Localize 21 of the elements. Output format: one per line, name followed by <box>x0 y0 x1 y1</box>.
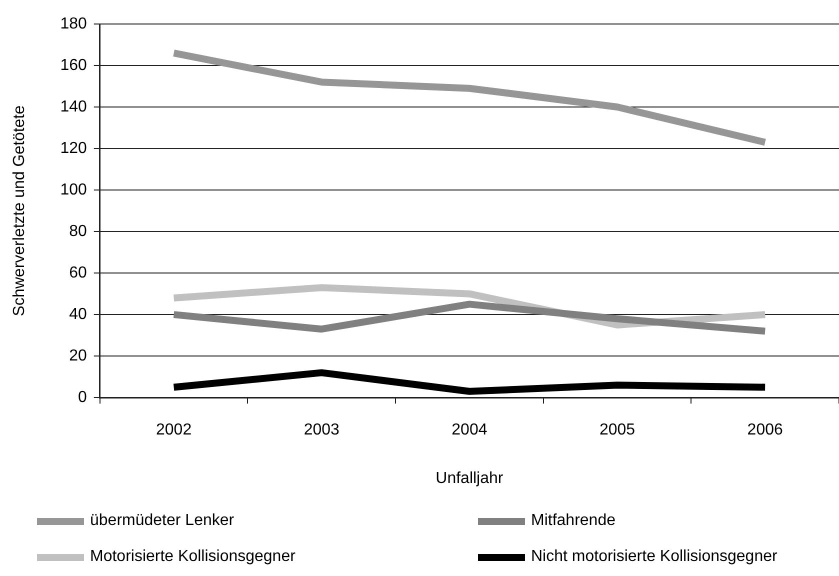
y-tick-label: 80 <box>69 222 87 240</box>
x-tick-label: 2003 <box>304 422 340 439</box>
x-tick-label: 2002 <box>156 422 192 439</box>
y-tick-label: 120 <box>60 140 87 157</box>
x-tick-label: 2005 <box>599 422 636 439</box>
x-tick-label: 2006 <box>747 422 783 439</box>
legend-label: Motorisierte Kollisionsgegner <box>90 548 296 566</box>
y-axis-title: Schwerverletzte und Getötete <box>11 105 28 316</box>
legend-label: Mitfahrende <box>531 512 616 530</box>
legend-label: übermüdeter Lenker <box>90 512 234 530</box>
x-tick-label: 2004 <box>452 422 488 439</box>
y-tick-label: 0 <box>78 389 87 406</box>
y-tick-label: 40 <box>69 306 87 323</box>
legend-label: Nicht motorisierte Kollisionsgegner <box>531 548 778 566</box>
y-tick-label: 60 <box>69 264 87 282</box>
y-tick-label: 180 <box>60 15 87 32</box>
y-tick-label: 140 <box>60 98 87 116</box>
y-tick-label: 20 <box>69 347 87 364</box>
x-axis-title: Unfalljahr <box>436 470 504 487</box>
y-tick-label: 160 <box>60 56 87 74</box>
y-tick-label: 100 <box>60 181 87 198</box>
